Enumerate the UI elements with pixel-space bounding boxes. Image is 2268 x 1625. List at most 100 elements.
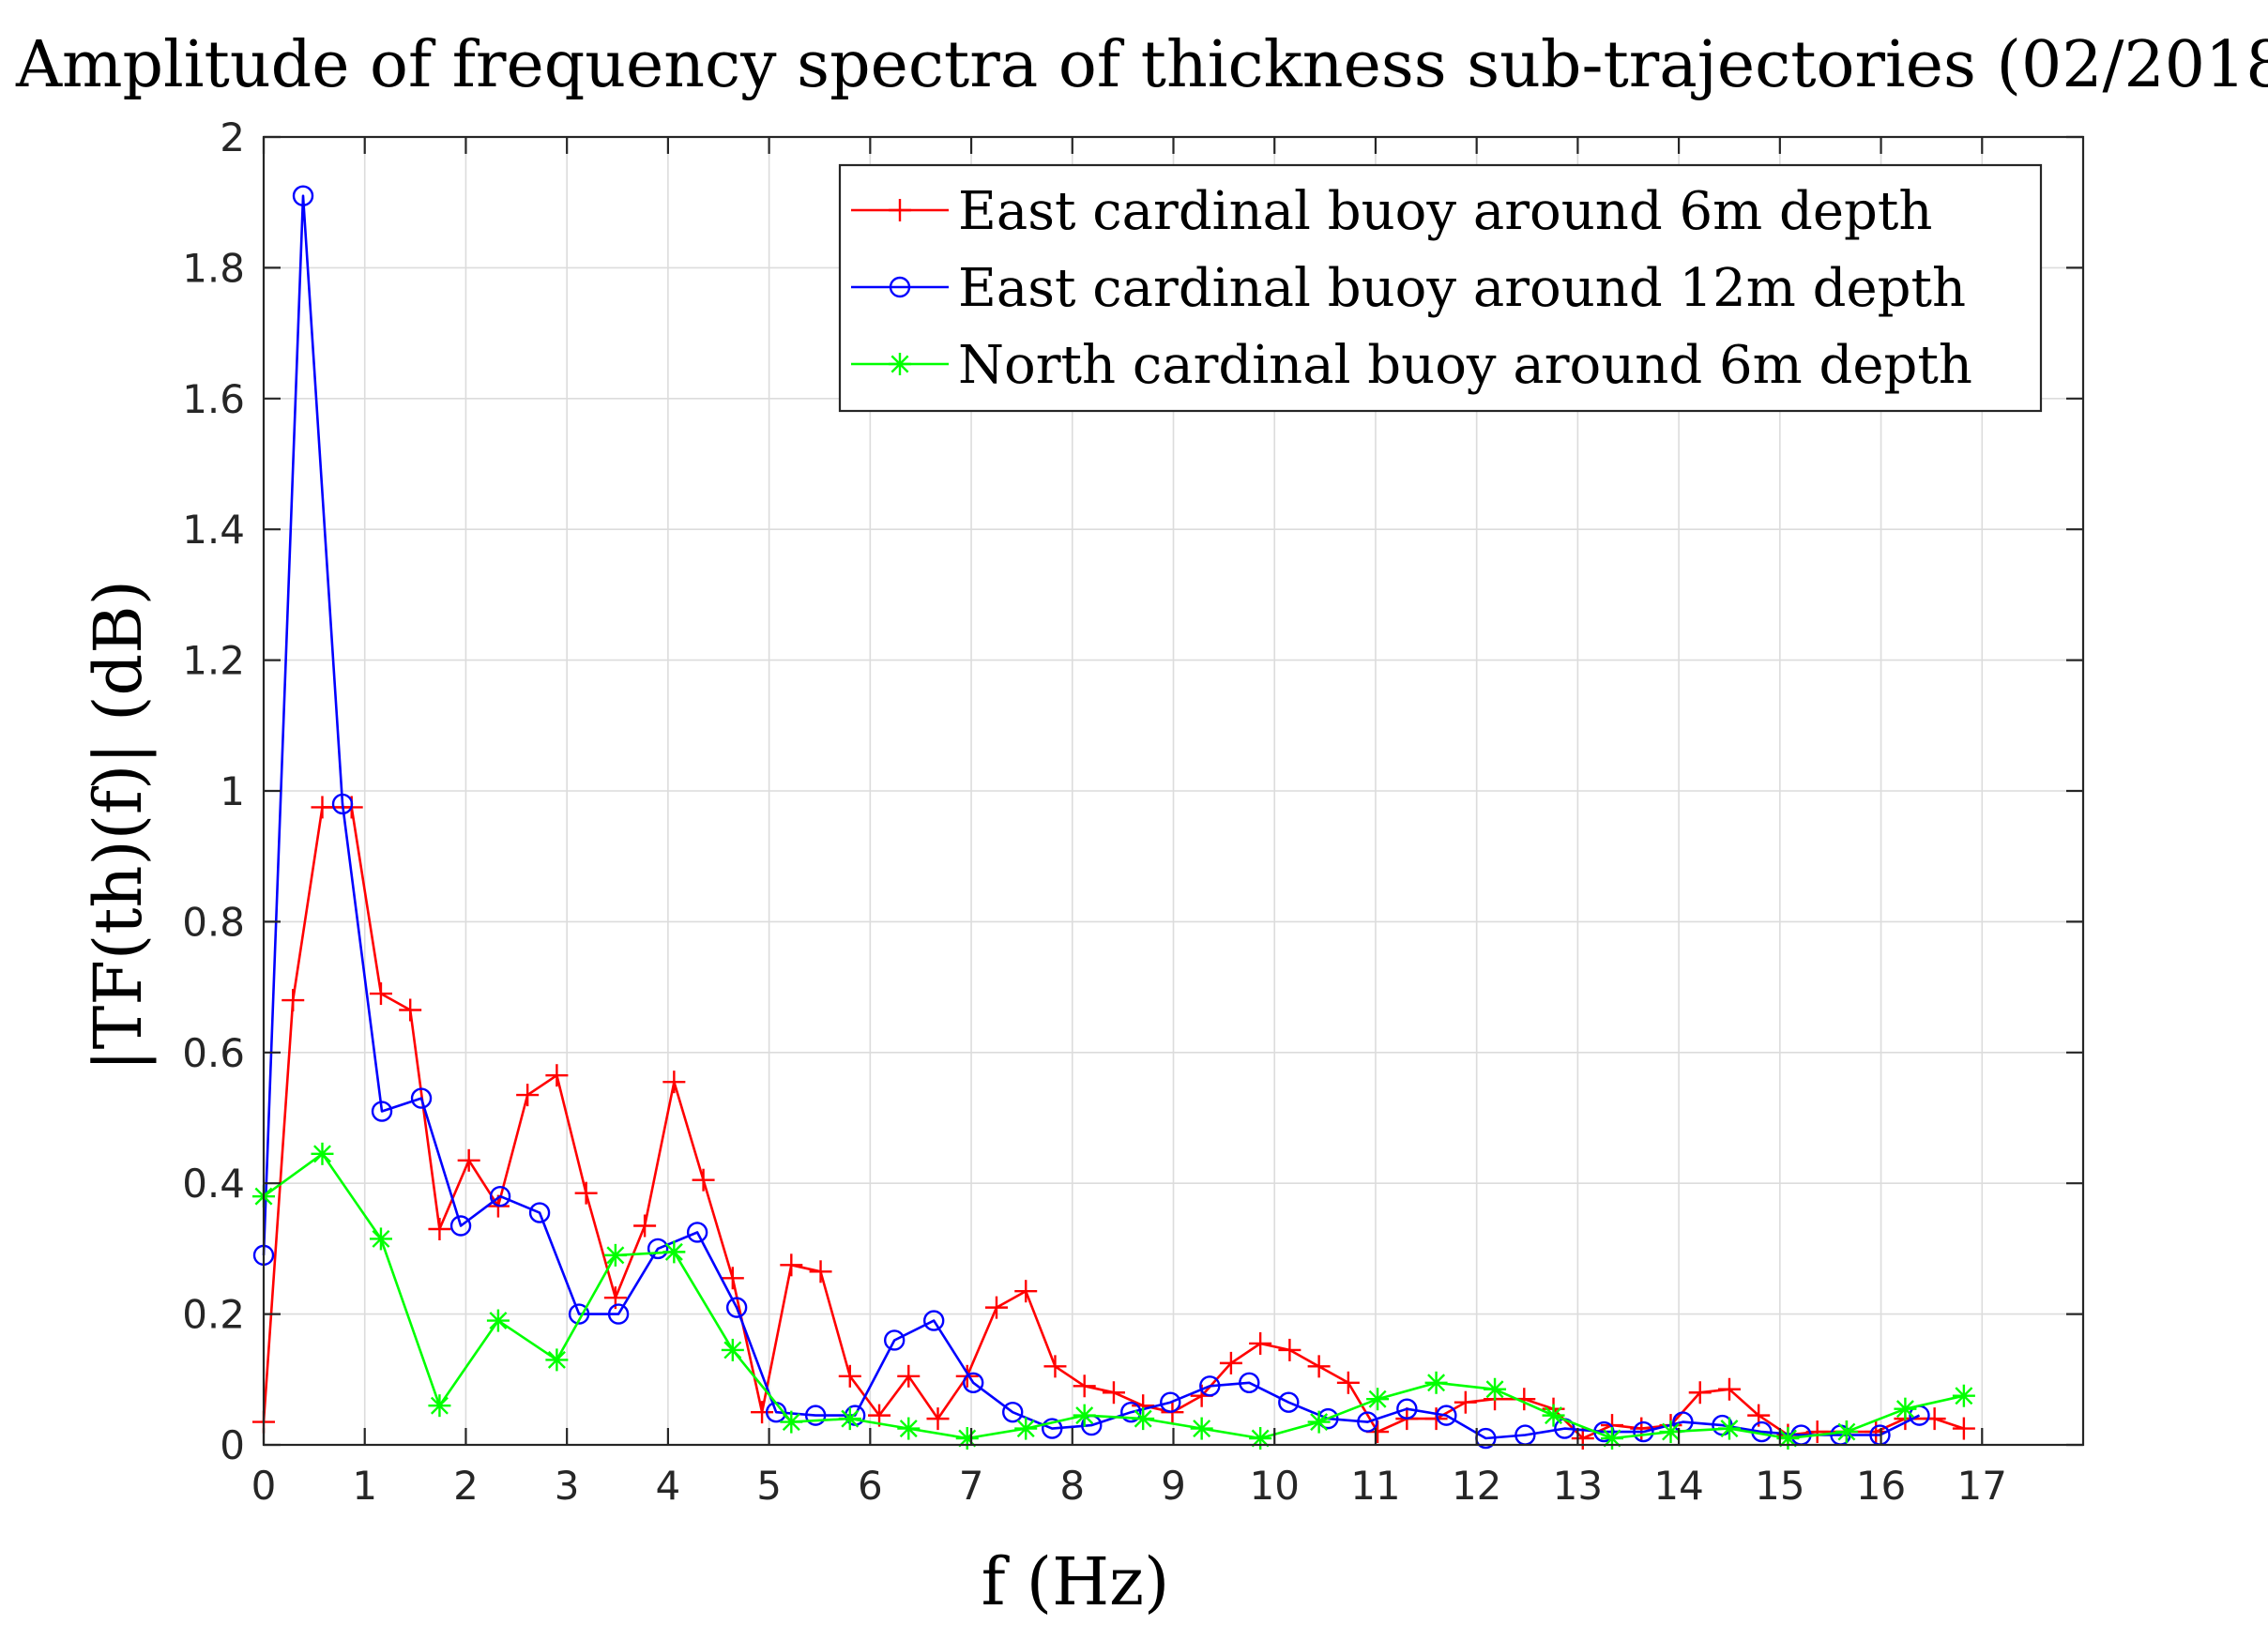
legend-label: East cardinal buoy around 12m depth <box>958 258 1966 319</box>
series-2-point <box>922 1310 945 1331</box>
series-3-point <box>1659 1420 1682 1444</box>
legend: East cardinal buoy around 6m depth East c… <box>838 163 2043 413</box>
series-1-point <box>780 1253 803 1277</box>
x-tick-label: 15 <box>1755 1463 1804 1509</box>
series-2-point <box>1396 1398 1418 1420</box>
series-1-point <box>1307 1355 1331 1378</box>
series-3-point <box>311 1142 334 1165</box>
series-3-point <box>780 1410 803 1434</box>
series-1-point <box>1865 1420 1888 1444</box>
series-1-point <box>1014 1280 1038 1303</box>
legend-label: North cardinal buoy around 6m depth <box>958 335 1972 396</box>
x-tick-label: 3 <box>555 1463 580 1509</box>
series-2-point <box>725 1297 748 1318</box>
series-1-point <box>1278 1338 1301 1361</box>
series-2-point <box>410 1087 433 1109</box>
y-tick-label: 1.2 <box>182 638 245 684</box>
series-3-point <box>1014 1417 1038 1440</box>
y-ticks: 0 0.2 0.4 0.6 0.8 1 1.2 1.4 1.6 1.8 2 <box>182 114 2083 1468</box>
series-2-point <box>449 1215 472 1237</box>
series-1-point <box>1717 1377 1741 1401</box>
legend-entry: North cardinal buoy around 6m depth <box>851 335 1972 396</box>
series-3-point <box>838 1407 861 1431</box>
series-1-point <box>1336 1371 1360 1394</box>
x-tick-label: 4 <box>656 1463 681 1509</box>
series-1-point <box>1454 1390 1477 1414</box>
x-tick-label: 2 <box>453 1463 479 1509</box>
legend-swatch-marker <box>889 276 911 298</box>
series-1-point <box>897 1364 921 1388</box>
series-3-point <box>955 1427 979 1450</box>
x-tick-label: 12 <box>1452 1463 1501 1509</box>
series-1-point <box>662 1071 686 1094</box>
y-tick-label: 0.6 <box>182 1030 245 1076</box>
series-3-point <box>1307 1410 1331 1434</box>
y-tick-label: 1.4 <box>182 507 245 553</box>
series-1-point <box>1073 1374 1096 1398</box>
series-1-point <box>369 982 392 1006</box>
x-tick-label: 17 <box>1957 1463 2007 1509</box>
series-2-point <box>607 1303 630 1325</box>
series-1-point <box>574 1181 598 1205</box>
series-1-point <box>282 989 305 1012</box>
series-1-point <box>751 1401 774 1424</box>
series-2-point <box>686 1222 708 1243</box>
y-tick-label: 0.8 <box>182 899 245 945</box>
series-1-point <box>692 1168 715 1192</box>
series-2-point <box>1278 1391 1300 1413</box>
x-tick-label: 10 <box>1249 1463 1299 1509</box>
series-2-point <box>568 1303 590 1325</box>
series-3-point <box>1424 1371 1448 1394</box>
series-2-point <box>489 1185 511 1207</box>
series-1-point <box>721 1267 744 1290</box>
series-3-point <box>1249 1427 1272 1450</box>
series-1-point <box>1219 1351 1242 1374</box>
series-1-point <box>1043 1355 1067 1378</box>
y-tick-label: 0.4 <box>182 1161 245 1207</box>
series-3-point <box>1717 1417 1741 1440</box>
x-ticks: 0 1 2 3 4 5 6 7 8 9 10 11 12 13 14 15 16 17 <box>251 137 2007 1509</box>
series-2-point <box>1120 1401 1142 1423</box>
legend-swatch-marker <box>889 199 911 221</box>
series-layer <box>252 185 1975 1450</box>
x-tick-label: 11 <box>1350 1463 1400 1509</box>
series-3-point <box>428 1394 451 1418</box>
series-1-point <box>984 1296 1008 1319</box>
series-1-point <box>399 998 422 1022</box>
x-tick-label: 16 <box>1856 1463 1906 1509</box>
series-1-point <box>1249 1331 1272 1355</box>
series-3 <box>252 1142 1975 1450</box>
legend-entry: East cardinal buoy around 6m depth <box>851 181 1932 242</box>
y-tick-label: 2 <box>220 114 245 160</box>
series-1-point <box>1952 1417 1975 1440</box>
series-2-point <box>1160 1391 1181 1413</box>
series-1-point <box>1424 1407 1448 1431</box>
series-2-point <box>1199 1375 1221 1397</box>
legend-swatch-marker <box>889 353 911 375</box>
series-2-point <box>1239 1372 1260 1393</box>
series-1-point <box>1688 1381 1712 1405</box>
series-2-point <box>963 1372 984 1393</box>
series-2-point <box>1633 1420 1654 1443</box>
series-3-point <box>721 1338 744 1361</box>
x-tick-label: 7 <box>959 1463 984 1509</box>
series-1-point <box>545 1064 569 1087</box>
series-2-point <box>883 1329 906 1351</box>
series-3-point <box>486 1309 510 1332</box>
series-3-point <box>603 1243 627 1267</box>
y-tick-label: 1 <box>220 768 245 814</box>
series-3-point <box>369 1227 392 1251</box>
y-tick-label: 1.6 <box>182 376 245 422</box>
x-tick-label: 8 <box>1059 1463 1085 1509</box>
chart-title: Amplitude of frequency spectra of thickn… <box>15 28 2268 102</box>
series-3-point <box>1952 1384 1975 1407</box>
series-2-point <box>528 1202 551 1223</box>
x-tick-label: 6 <box>858 1463 883 1509</box>
series-3-point <box>1601 1427 1624 1450</box>
series-2-point <box>1357 1411 1378 1433</box>
series-2-point <box>804 1405 827 1426</box>
series-3-point <box>545 1348 569 1372</box>
x-axis-label: f (Hz) <box>982 1543 1170 1620</box>
series-2-point <box>1042 1418 1063 1439</box>
